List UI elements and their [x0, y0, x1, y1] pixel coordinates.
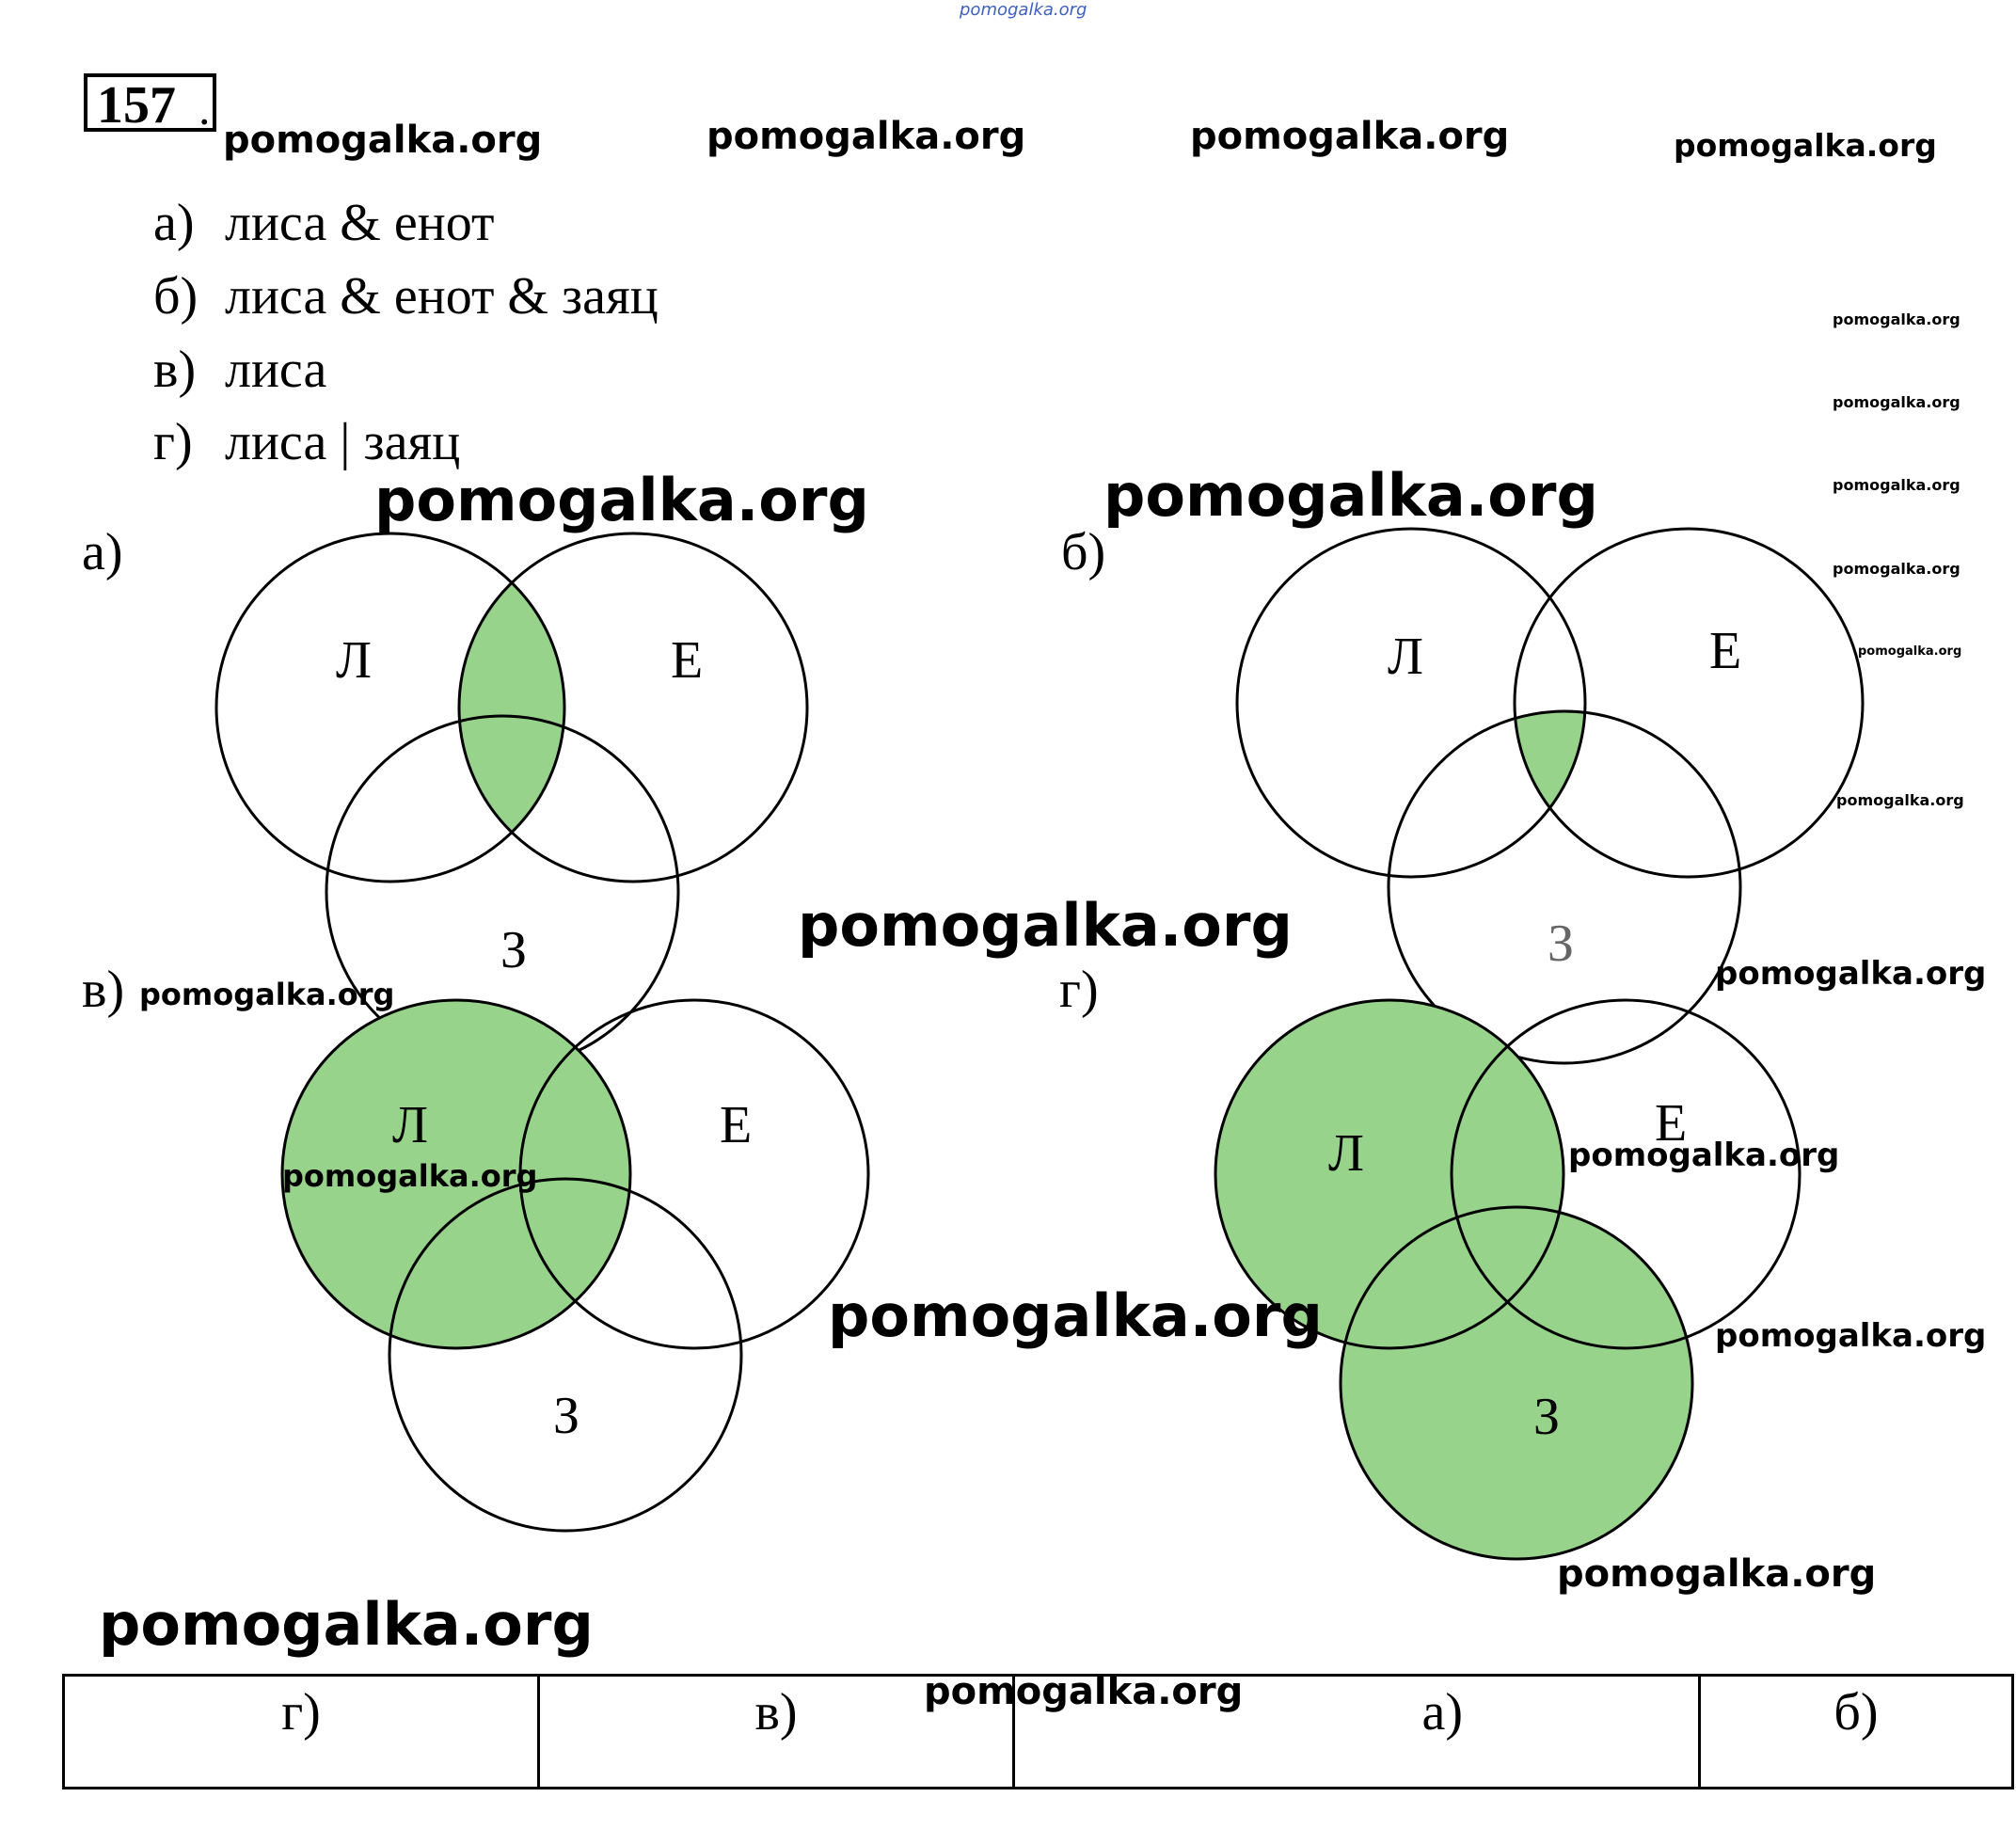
answer-cell: г)	[62, 1674, 540, 1789]
task-number: 157	[97, 76, 176, 135]
answer-table: г) в) а) б)	[62, 1674, 2014, 1789]
answer-cell: в)	[537, 1674, 1015, 1789]
task-number-dot: .	[198, 82, 211, 135]
venn-a-circle-l	[214, 532, 566, 883]
diagram-label-v: в)	[82, 961, 125, 1019]
task-item-query: лиса & енот & заяц	[225, 267, 659, 326]
task-item-label: г)	[153, 413, 193, 471]
venn-g-circle-l	[1214, 998, 1565, 1350]
venn-g-circle-z	[1339, 1205, 1694, 1561]
venn-b-circle-z	[1387, 709, 1742, 1065]
top-site-link[interactable]: pomogalka.org	[960, 0, 1087, 20]
venn-v-label-e: Е	[720, 1096, 752, 1154]
watermark: pomogalka.org	[282, 1158, 538, 1194]
table-row: г) в) а) б)	[62, 1674, 2014, 1789]
venn-v-circle-z	[388, 1177, 743, 1533]
watermark: pomogalka.org	[99, 1590, 594, 1659]
task-item-query: лиса | заяц	[225, 413, 461, 471]
diagram-label-a: а)	[82, 523, 123, 581]
venn-g-label-z: З	[1533, 1388, 1560, 1446]
watermark: pomogalka.org	[1568, 1137, 1840, 1174]
watermark: pomogalka.org	[1674, 127, 1937, 164]
venn-b-label-l: Л	[1388, 628, 1423, 686]
venn-v-circle-e	[518, 998, 870, 1350]
venn-g-label-e: Е	[1655, 1094, 1687, 1153]
answer-cell: б)	[1698, 1674, 2014, 1789]
venn-g-circle-e	[1450, 998, 1802, 1350]
watermark: pomogalka.org	[1557, 1552, 1877, 1596]
watermark: pomogalka.org	[223, 119, 543, 162]
venn-v-label-l: Л	[392, 1096, 428, 1154]
answer-cell: а)	[1012, 1674, 1701, 1789]
venn-v-circle-l	[280, 998, 632, 1350]
venn-b-label-e: Е	[1709, 622, 1741, 680]
task-item-a: а) лиса & енот	[153, 193, 494, 253]
task-item-query: лиса & енот	[225, 194, 495, 252]
task-item-g: г) лиса | заяц	[153, 412, 460, 472]
watermark: pomogalka.org	[1103, 461, 1598, 530]
watermark: pomogalka.org	[798, 891, 1293, 960]
venn-a-label-e: Е	[671, 631, 703, 690]
venn-g-shaded-z	[1341, 1207, 1692, 1559]
venn-a-shaded-region	[459, 533, 564, 882]
watermark: pomogalka.org	[139, 977, 395, 1012]
venn-b-label-z: З	[1548, 914, 1574, 973]
watermark: pomogalka.org	[374, 466, 869, 534]
watermark: pomogalka.org	[1190, 115, 1510, 158]
task-item-query: лиса	[225, 341, 327, 399]
task-item-label: б)	[153, 267, 198, 326]
watermark: pomogalka.org	[706, 115, 1026, 158]
task-item-v: в) лиса	[153, 340, 326, 400]
venn-a-circle-e	[457, 532, 809, 883]
watermark: pomogalka.org	[1715, 955, 1987, 993]
watermark: pomogalka.org	[1833, 310, 1960, 328]
venn-v-label-z: З	[553, 1387, 579, 1445]
task-item-b: б) лиса & енот & заяц	[153, 266, 659, 326]
watermark: pomogalka.org	[924, 1670, 1244, 1713]
venn-g: Л Е З	[1214, 998, 1802, 1561]
watermark: pomogalka.org	[1833, 476, 1960, 494]
venn-b-circle-e	[1513, 527, 1865, 879]
venn-g-label-l: Л	[1328, 1124, 1364, 1183]
task-item-label: а)	[153, 194, 195, 252]
watermark: pomogalka.org	[1833, 560, 1960, 578]
watermark: pomogalka.org	[1715, 1317, 1987, 1355]
diagram-label-g: г)	[1059, 961, 1099, 1019]
watermark: pomogalka.org	[828, 1281, 1323, 1350]
task-number-box: 157 .	[84, 73, 216, 135]
watermark: pomogalka.org	[1836, 791, 1964, 809]
diagram-label-b: б)	[1061, 523, 1106, 581]
venn-v: Л Е З	[280, 998, 870, 1533]
venn-a-label-z: З	[500, 921, 527, 979]
watermark: pomogalka.org	[1833, 393, 1960, 411]
task-item-label: в)	[153, 341, 197, 399]
watermark: pomogalka.org	[1858, 644, 1962, 659]
venn-a-label-l: Л	[336, 631, 372, 690]
venn-b-circle-l	[1235, 527, 1587, 879]
